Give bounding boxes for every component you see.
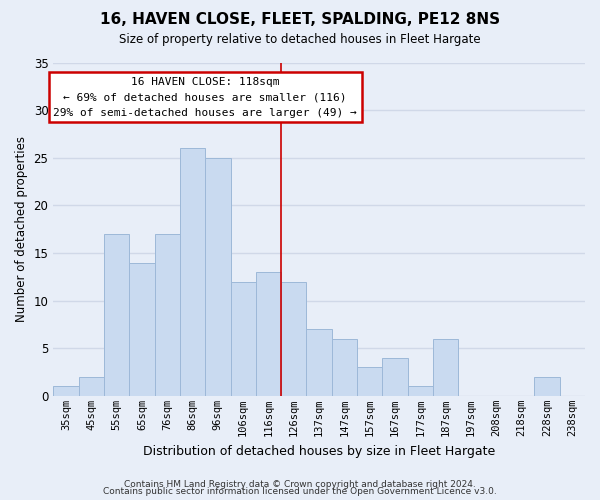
Text: 16 HAVEN CLOSE: 118sqm
← 69% of detached houses are smaller (116)
29% of semi-de: 16 HAVEN CLOSE: 118sqm ← 69% of detached… (53, 77, 357, 118)
Bar (53, 386, 79, 396)
Bar (205, 158, 230, 396)
Bar (535, 377, 560, 396)
Text: 16, HAVEN CLOSE, FLEET, SPALDING, PE12 8NS: 16, HAVEN CLOSE, FLEET, SPALDING, PE12 8… (100, 12, 500, 28)
Bar (332, 338, 357, 396)
Text: Contains HM Land Registry data © Crown copyright and database right 2024.: Contains HM Land Registry data © Crown c… (124, 480, 476, 489)
Bar (256, 272, 281, 396)
Bar (129, 262, 155, 396)
Bar (307, 329, 332, 396)
Bar (281, 282, 307, 396)
Y-axis label: Number of detached properties: Number of detached properties (15, 136, 28, 322)
Bar (382, 358, 408, 396)
Bar (357, 368, 382, 396)
Bar (230, 282, 256, 396)
Text: Size of property relative to detached houses in Fleet Hargate: Size of property relative to detached ho… (119, 32, 481, 46)
Bar (408, 386, 433, 396)
Bar (155, 234, 180, 396)
Bar (79, 377, 104, 396)
Bar (180, 148, 205, 396)
Bar (433, 338, 458, 396)
X-axis label: Distribution of detached houses by size in Fleet Hargate: Distribution of detached houses by size … (143, 444, 495, 458)
Bar (104, 234, 129, 396)
Text: Contains public sector information licensed under the Open Government Licence v3: Contains public sector information licen… (103, 488, 497, 496)
